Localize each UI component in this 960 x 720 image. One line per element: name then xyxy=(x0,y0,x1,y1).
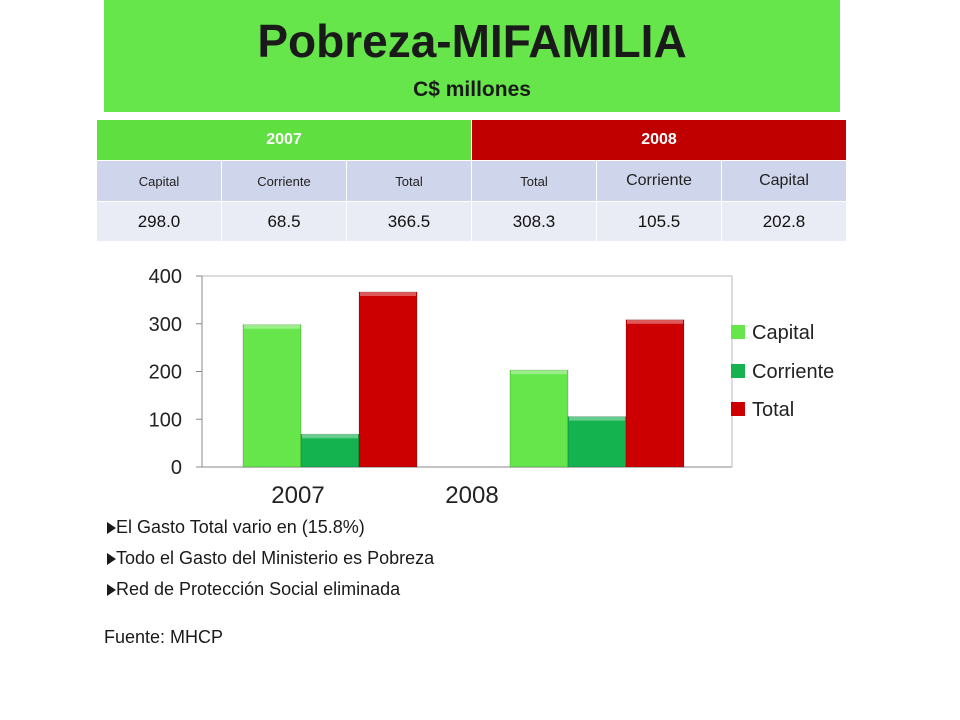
legend-label: Total xyxy=(752,399,794,421)
x-tick-label: 2007 xyxy=(271,482,324,509)
table-cell: 68.5 xyxy=(221,201,347,242)
legend-swatch xyxy=(731,364,745,378)
bar-highlight xyxy=(302,434,358,439)
bar-highlight xyxy=(511,370,567,375)
bullet-list: El Gasto Total vario en (15.8%) Todo el … xyxy=(104,512,434,605)
bar-capital-2007 xyxy=(242,324,302,468)
year-header-2008: 2008 xyxy=(471,119,847,161)
x-tick-label: 2008 xyxy=(445,482,498,509)
bar-total-2007 xyxy=(358,291,418,468)
arrow-bullet-icon xyxy=(107,584,116,596)
data-table: 2007 2008 Capital Corriente Total Total … xyxy=(96,119,847,242)
bullet-text: Red de Protección Social eliminada xyxy=(116,579,401,599)
page-title: Pobreza-MIFAMILIA xyxy=(257,15,687,67)
year-header-2007: 2007 xyxy=(96,119,472,161)
bullet-text: El Gasto Total vario en (15.8%) xyxy=(116,517,365,537)
bar-highlight xyxy=(360,291,416,296)
bar-corriente-2007 xyxy=(300,433,360,468)
arrow-bullet-icon xyxy=(107,553,116,565)
bar-total-2008 xyxy=(625,319,685,468)
table-cell: 366.5 xyxy=(346,201,472,242)
table-cell: 308.3 xyxy=(471,201,597,242)
source-note: Fuente: MHCP xyxy=(104,627,224,647)
bar-highlight xyxy=(569,416,625,421)
column-header: Corriente xyxy=(596,160,722,202)
bar-capital-2008 xyxy=(509,369,569,468)
column-header: Capital xyxy=(96,160,222,202)
page-subtitle: C$ millones xyxy=(413,78,531,101)
y-tick-label: 300 xyxy=(149,314,182,336)
legend-swatch xyxy=(731,325,745,339)
column-header: Total xyxy=(346,160,472,202)
year-header-row: 2007 2008 xyxy=(96,119,847,161)
table-cell: 298.0 xyxy=(96,201,222,242)
bar-corriente-2008 xyxy=(567,416,627,468)
bar-highlight xyxy=(627,319,683,324)
legend-label: Capital xyxy=(752,322,814,344)
y-tick-label: 400 xyxy=(149,266,182,288)
title-banner: Pobreza-MIFAMILIA C$ millones xyxy=(104,0,840,112)
bullet-item: El Gasto Total vario en (15.8%) xyxy=(104,512,434,543)
arrow-bullet-icon xyxy=(107,522,116,534)
column-header: Total xyxy=(471,160,597,202)
bar-highlight xyxy=(244,324,300,329)
y-tick-label: 200 xyxy=(149,362,182,384)
bullet-item: Red de Protección Social eliminada xyxy=(104,574,434,605)
table-cell: 202.8 xyxy=(721,201,847,242)
bullet-text: Todo el Gasto del Ministerio es Pobreza xyxy=(116,548,435,568)
y-tick-label: 0 xyxy=(171,457,182,479)
y-tick-label: 100 xyxy=(149,409,182,431)
bullet-item: Todo el Gasto del Ministerio es Pobreza xyxy=(104,543,434,574)
value-row: 298.0 68.5 366.5 308.3 105.5 202.8 xyxy=(96,201,847,242)
legend-swatch xyxy=(731,402,745,416)
column-header: Corriente xyxy=(221,160,347,202)
legend-label: Corriente xyxy=(752,361,834,383)
